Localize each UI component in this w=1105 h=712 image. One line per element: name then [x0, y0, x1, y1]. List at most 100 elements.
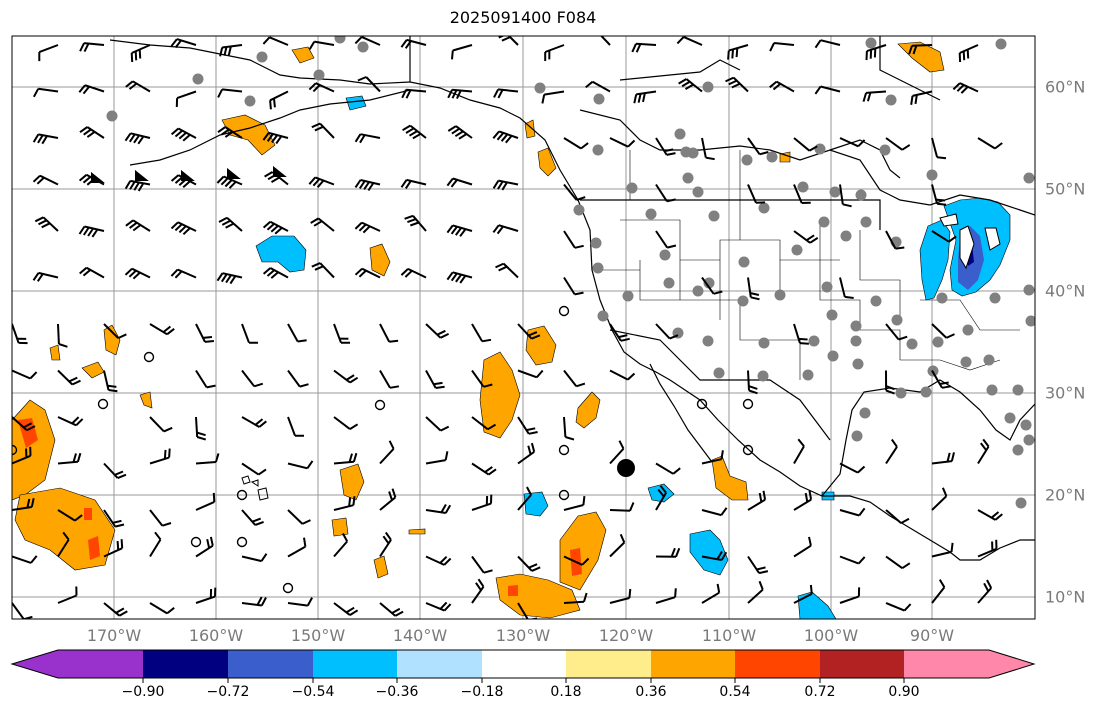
wind-barb-feather [585, 80, 594, 89]
wind-barb [977, 445, 990, 465]
wind-barb-feather [166, 607, 175, 615]
wind-barb [12, 136, 13, 138]
wind-barb-feather [857, 556, 866, 565]
wind-barb [131, 267, 151, 279]
map-title: 2025091400 F084 [449, 8, 597, 27]
wind-barb-feather [444, 504, 452, 514]
colorbar-tick-label: 0.90 [888, 684, 920, 700]
wind-barb-feather [359, 134, 366, 144]
wind-barb-feather [310, 217, 319, 224]
wind-barb-feather [404, 180, 412, 189]
wind-barb-feather [952, 82, 961, 91]
wind-barb-feather [30, 555, 38, 564]
wind-barb-feather [748, 385, 758, 390]
wind-barb-feather [74, 514, 83, 522]
wind-barb [12, 555, 32, 564]
wind-barb-feather [797, 438, 805, 447]
lat-label: 20°N [1045, 485, 1086, 505]
wind-barb [517, 555, 533, 572]
wind-barb-feather [895, 246, 905, 250]
wind-barb [885, 602, 905, 612]
wind-barb-feather [890, 438, 898, 448]
wind-barb-feather [814, 85, 822, 95]
wind-barb [103, 323, 119, 339]
wind-barb-feather [938, 579, 946, 588]
wind-barb-feather [270, 271, 279, 279]
wind-barb-feather [162, 522, 172, 527]
wind-barb-feather [495, 262, 505, 269]
wind-barb [195, 369, 208, 388]
wind-barb-feather [71, 416, 80, 425]
wind-barb-feather [354, 36, 363, 45]
wind-barb-feather [342, 533, 349, 542]
wind-barb-feather [497, 89, 504, 99]
wind-barb [317, 217, 335, 232]
wind-barb-feather [254, 418, 264, 426]
wind-barb [379, 369, 391, 389]
wind-barb-feather [270, 225, 279, 233]
wind-barb-feather [308, 41, 316, 50]
wind-barb-feather [581, 557, 590, 566]
wind-barb-feather [363, 181, 370, 190]
wind-barb [333, 540, 348, 558]
colorbar-segment [397, 650, 482, 678]
map-frame [11, 35, 1036, 620]
wind-barb [517, 494, 532, 511]
wind-barb-feather [498, 36, 505, 39]
wind-barb [609, 448, 625, 465]
wind-barb-feather [0, 219, 2, 222]
wind-barb-feather [82, 176, 92, 184]
wind-barb [885, 509, 902, 524]
wind-barb [563, 276, 576, 295]
wind-barb [609, 509, 631, 512]
wind-barb-feather [901, 144, 911, 151]
wind-barb-feather [260, 597, 267, 606]
wind-barb-feather [758, 580, 764, 590]
colorbar-segment [228, 650, 313, 678]
wind-barb-feather [501, 181, 508, 191]
colorbar-segment [482, 650, 566, 678]
wind-barb [452, 88, 473, 93]
wind-barb-feather [258, 420, 267, 428]
wind-barb-feather [138, 49, 142, 59]
state-borders [600, 150, 1020, 380]
wind-barb [517, 369, 538, 379]
wind-barb [563, 416, 567, 438]
wind-barb-feather [735, 48, 739, 58]
wind-barb [425, 459, 446, 465]
wind-barb-feather [400, 39, 408, 48]
wind-barb-feather [254, 520, 264, 526]
wind-barb [502, 262, 519, 279]
wind-barb-feather [844, 295, 854, 299]
wind-pennant [227, 167, 241, 179]
lon-label: 130°W [495, 626, 551, 645]
wind-barb-feather [583, 592, 588, 602]
wind-barb-feather [62, 531, 70, 541]
wind-barb-feather [484, 466, 493, 473]
wind-barb-feather [220, 177, 229, 186]
wind-barb-feather [404, 214, 414, 220]
wind-barb-feather [227, 46, 232, 56]
wind-barb-feather [125, 80, 134, 88]
wind-barb-feather [725, 76, 735, 83]
wind-barb [701, 509, 722, 517]
wind-barb-feather [256, 596, 263, 606]
wind-barb [793, 445, 805, 465]
wind-barb-feather [530, 442, 536, 453]
wind-barbs [0, 36, 1003, 619]
wind-barb [319, 122, 335, 139]
colorbar-outline [10, 649, 1036, 679]
wind-barb-feather [82, 85, 90, 95]
wind-barb [885, 446, 898, 465]
wind-barb-feather [941, 385, 952, 389]
storm-position-marker [617, 459, 635, 477]
wind-barb [517, 602, 529, 619]
wind-barb [241, 462, 260, 476]
wind-barb [885, 137, 903, 151]
wind-barb [977, 547, 997, 558]
wind-barb-feather [901, 562, 911, 570]
wind-barb [498, 179, 519, 186]
wind-barb-feather [576, 196, 586, 201]
wind-barb-feather [756, 566, 766, 571]
wind-barb-feather [130, 52, 134, 63]
